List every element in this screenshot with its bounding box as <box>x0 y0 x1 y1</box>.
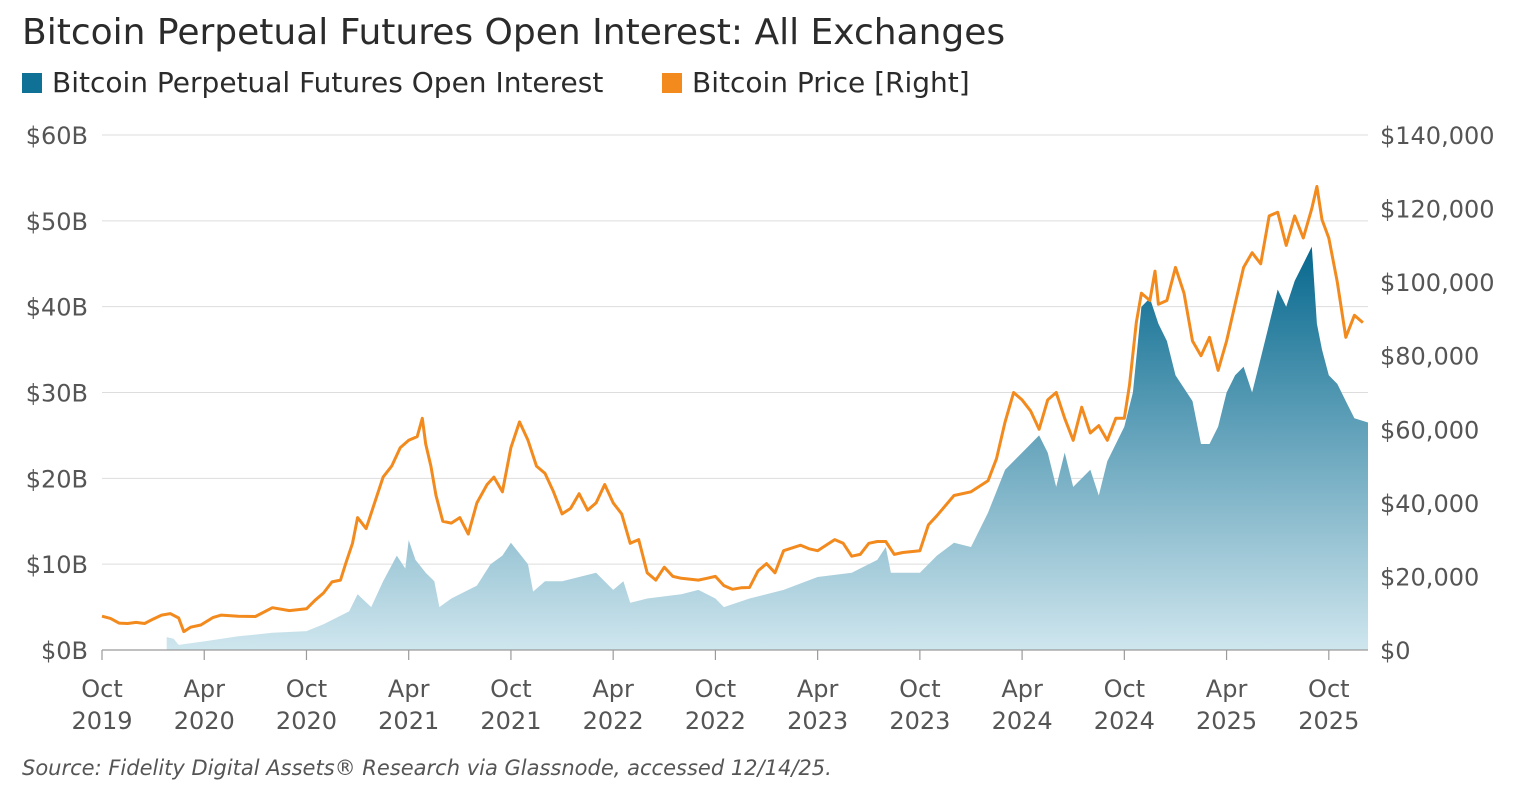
legend-swatch-bitcoin-price <box>662 73 682 93</box>
open-interest-layer <box>166 246 1369 650</box>
x-tick-label-year: 2021 <box>378 707 439 735</box>
y-right-tick-label: $60,000 <box>1380 416 1479 444</box>
x-tick-label-month: Oct <box>286 675 328 703</box>
y-left-tick-label: $40B <box>26 294 88 322</box>
x-tick-label-year: 2024 <box>992 707 1053 735</box>
y-left-tick-label: $20B <box>26 465 88 493</box>
x-tick-label-month: Oct <box>899 675 941 703</box>
x-tick-label-month: Apr <box>183 675 225 703</box>
y-left-tick-label: $10B <box>26 551 88 579</box>
x-tick-label-year: 2019 <box>71 707 132 735</box>
x-tick-label-year: 2020 <box>174 707 235 735</box>
price-layer <box>101 185 1364 634</box>
axes: $0B $10B $20B $30B $40B $50B $60B $0 $20,000 $40,… <box>26 122 1495 735</box>
y-left-tick-label: $50B <box>26 208 88 236</box>
y-right-tick-label: $120,000 <box>1380 196 1495 224</box>
chart-title: Bitcoin Perpetual Futures Open Interest:… <box>22 12 1006 53</box>
legend-item-bitcoin-price: Bitcoin Price [Right] <box>662 66 970 99</box>
x-tick-label-month: Oct <box>81 675 123 703</box>
legend-label-open-interest: Bitcoin Perpetual Futures Open Interest <box>52 66 604 99</box>
y-left-tick-label: $30B <box>26 380 88 408</box>
x-tick-label-year: 2022 <box>583 707 644 735</box>
x-tick-label-month: Apr <box>388 675 430 703</box>
legend-swatch-open-interest <box>22 73 42 93</box>
y-right-tick-label: $100,000 <box>1380 269 1495 297</box>
x-tick-label-year: 2022 <box>685 707 746 735</box>
x-tick-label-year: 2025 <box>1196 707 1257 735</box>
open-interest-area <box>166 246 1369 650</box>
source-note: Source: Fidelity Digital Assets® Researc… <box>22 756 832 780</box>
x-tick-label-month: Oct <box>695 675 737 703</box>
y-right-tick-label: $0 <box>1380 637 1411 665</box>
x-tick-label-year: 2025 <box>1298 707 1359 735</box>
y-left-tick-label: $60B <box>26 122 88 150</box>
x-tick-label-year: 2020 <box>276 707 337 735</box>
x-tick-label-month: Oct <box>1104 675 1146 703</box>
bitcoin-price-line <box>101 185 1364 634</box>
y-right-tick-label: $140,000 <box>1380 122 1495 150</box>
x-tick-label-year: 2023 <box>787 707 848 735</box>
legend-label-bitcoin-price: Bitcoin Price [Right] <box>692 66 970 99</box>
y-right-tick-label: $80,000 <box>1380 343 1479 371</box>
y-left-tick-label: $0B <box>41 637 88 665</box>
y-right-tick-label: $20,000 <box>1380 563 1479 591</box>
legend-item-open-interest: Bitcoin Perpetual Futures Open Interest <box>22 66 603 99</box>
y-right-tick-label: $40,000 <box>1380 490 1479 518</box>
x-tick-label-month: Apr <box>1206 675 1248 703</box>
x-tick-label-year: 2024 <box>1094 707 1155 735</box>
x-tick-label-month: Apr <box>592 675 634 703</box>
x-tick-label-month: Apr <box>797 675 839 703</box>
x-tick-label-month: Oct <box>1308 675 1350 703</box>
x-tick-label-year: 2021 <box>480 707 541 735</box>
x-tick-label-month: Oct <box>490 675 532 703</box>
x-tick-label-month: Apr <box>1001 675 1043 703</box>
x-tick-label-year: 2023 <box>889 707 950 735</box>
